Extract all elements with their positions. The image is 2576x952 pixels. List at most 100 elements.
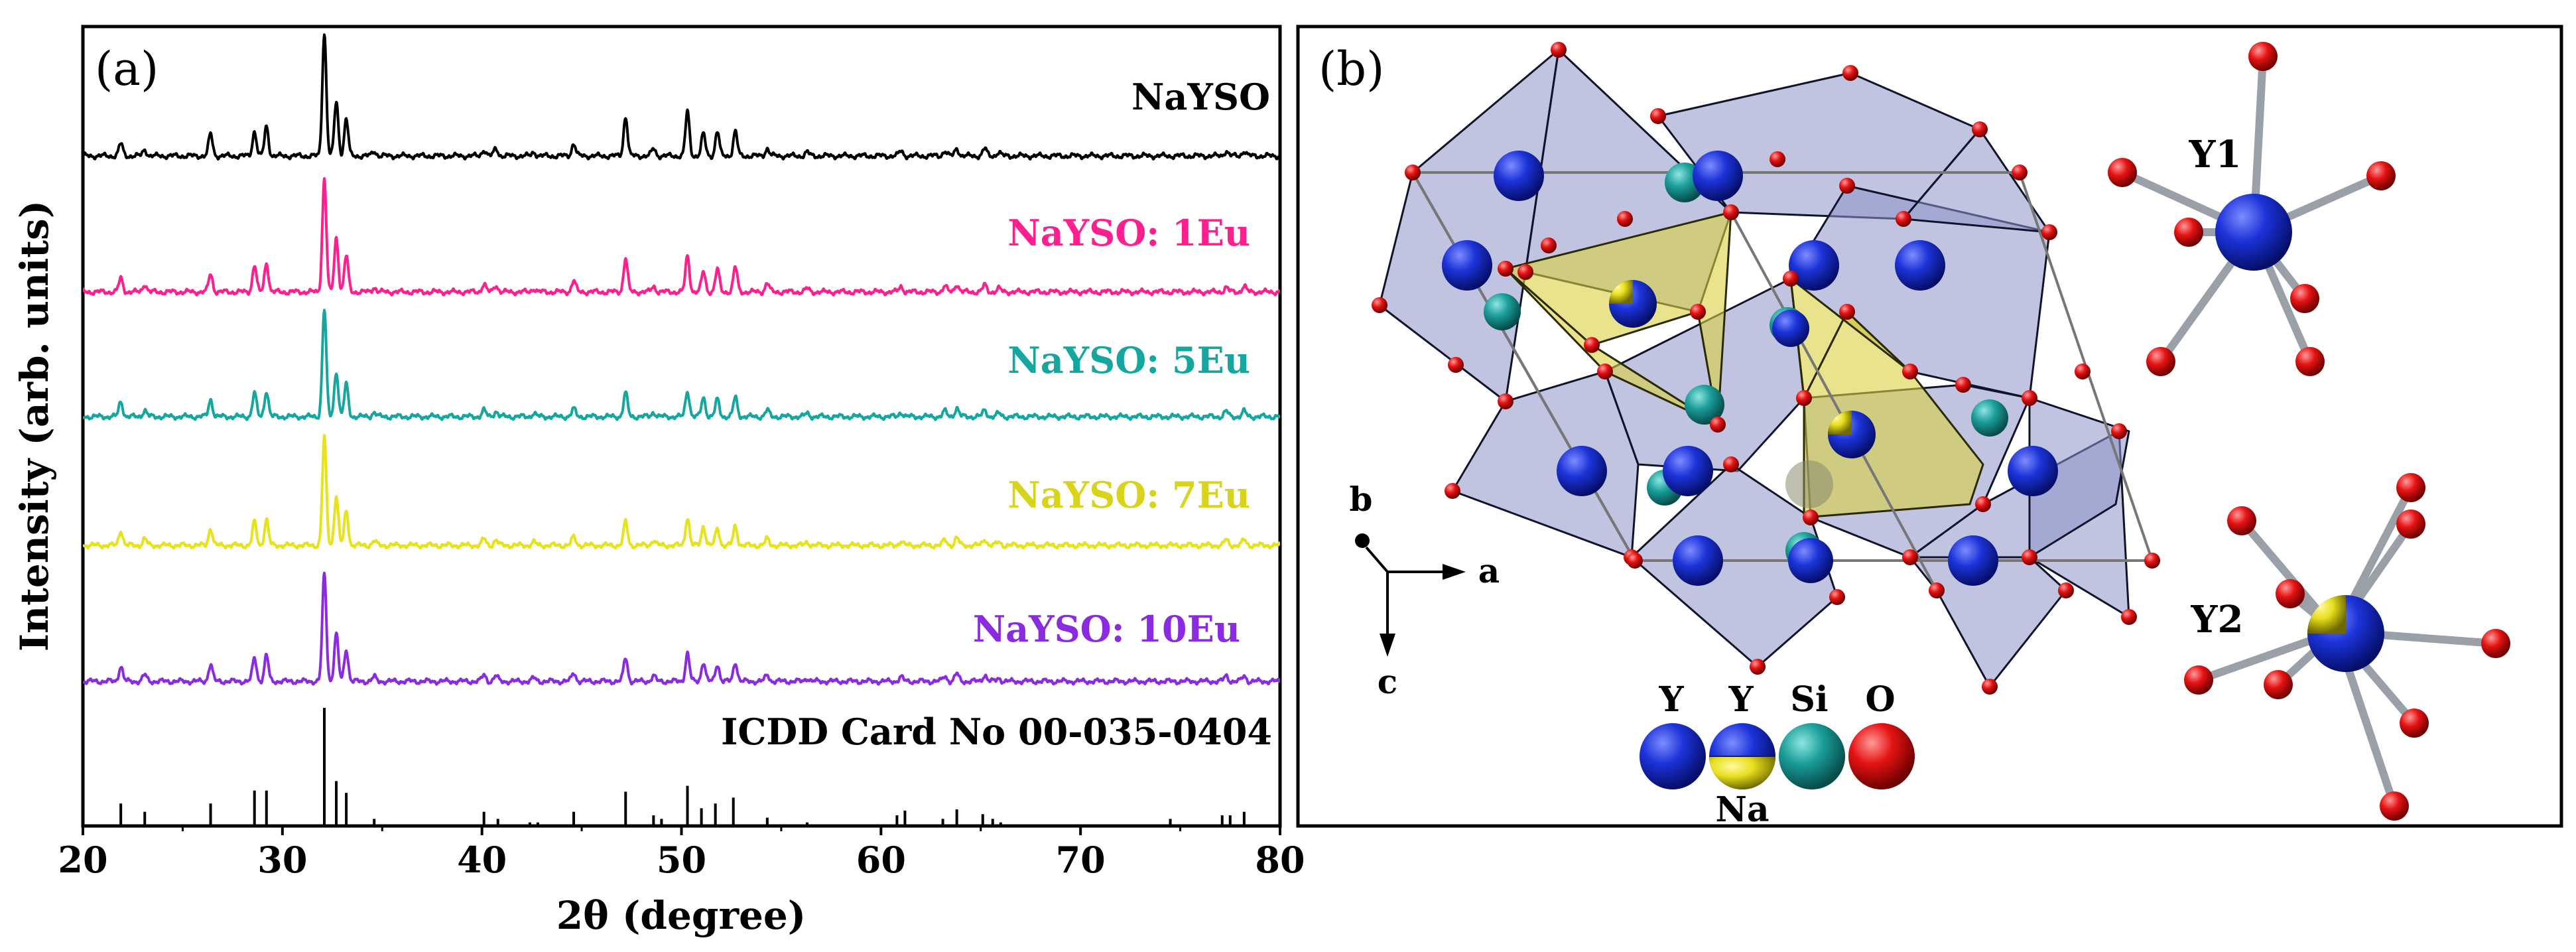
o-atom — [1627, 553, 1643, 569]
x-axis-label: 2θ (degree) — [556, 893, 806, 938]
o-atom — [1584, 337, 1600, 353]
o-atom — [1372, 297, 1387, 313]
o-atom — [1498, 261, 1513, 277]
o-atom — [1710, 417, 1726, 433]
legend-y-na-atom — [1709, 723, 1775, 789]
b-axis-head — [1355, 533, 1370, 548]
o-atom — [1690, 304, 1706, 320]
y2-center-atom — [2307, 595, 2384, 672]
o-atom — [1405, 165, 1421, 180]
legend-na-label: Na — [1715, 789, 1769, 830]
y-atom — [1788, 538, 1833, 583]
y-atom — [2008, 446, 2058, 496]
series-line-0 — [83, 33, 1280, 161]
series-label-5eu: NaYSO: 5Eu — [1007, 339, 1250, 381]
o-atom — [2012, 165, 2028, 180]
y2-label: Y2 — [2191, 598, 2244, 642]
y-atoms — [1442, 151, 2058, 586]
x-tick-label: 60 — [856, 839, 906, 881]
x-tick-label: 40 — [457, 839, 507, 881]
o-atom — [1982, 679, 1998, 695]
o-atom — [1617, 211, 1633, 227]
o-atom — [1650, 108, 1666, 124]
legend-y-label: Y — [1658, 679, 1684, 720]
legend-si-label: Si — [1790, 679, 1828, 720]
panel-a-label: (a) — [95, 42, 159, 96]
o-atom — [2111, 423, 2127, 439]
series-label-10eu: NaYSO: 10Eu — [973, 608, 1240, 650]
o-atom — [1839, 304, 1855, 320]
o-atom — [2075, 364, 2091, 379]
o-atom — [1597, 364, 1613, 379]
o-atom — [1498, 393, 1513, 409]
x-tick-label: 50 — [657, 839, 706, 881]
atom-legend: Y Y Si O Na — [1640, 679, 1915, 830]
series-line-1 — [83, 177, 1280, 297]
si-atom — [1484, 293, 1521, 330]
o-atom — [1929, 582, 1945, 598]
x-axis-ticks: 20 30 40 50 60 70 80 — [58, 826, 1305, 881]
o-atom — [2058, 582, 2074, 598]
si-atom — [1971, 399, 2008, 437]
o-atom — [1551, 42, 1567, 58]
series-line-3 — [83, 434, 1280, 550]
o-atom — [1972, 121, 1988, 137]
o-atom — [2144, 553, 2160, 569]
x-tick-label: 20 — [58, 839, 107, 881]
legend-o-atom — [1848, 723, 1915, 789]
y-atom — [1557, 446, 1607, 496]
crystal-structure — [1372, 42, 2160, 695]
o-atom — [1750, 659, 1766, 675]
y1-center-atom — [2215, 194, 2292, 271]
y-na-atom — [1828, 411, 1876, 458]
series-layer — [83, 33, 1280, 686]
plot-frame — [81, 25, 1282, 828]
panel-b-label: (b) — [1319, 42, 1384, 96]
series-line-2 — [83, 308, 1280, 421]
si-atom — [1685, 385, 1724, 425]
series-label-1eu: NaYSO: 1Eu — [1007, 212, 1250, 254]
o-atom — [1839, 178, 1855, 194]
o-atom — [2041, 224, 2057, 240]
series-label-7eu: NaYSO: 7Eu — [1007, 474, 1250, 516]
y-atom — [1948, 535, 1998, 586]
axes-compass: b a c — [1350, 480, 1500, 701]
a-axis-label: a — [1478, 551, 1500, 590]
series-line-4 — [83, 571, 1280, 686]
y-atom — [1693, 151, 1743, 201]
x-tick-label: 70 — [1056, 839, 1106, 881]
o-atom — [1902, 364, 1918, 379]
y-atom — [1789, 240, 1839, 291]
legend-y-na-top-label: Y — [1728, 679, 1754, 720]
o-atom — [1829, 589, 1845, 605]
o-atom — [1955, 377, 1971, 393]
panel-a: (a) 20 30 40 50 60 70 80 NaYSO NaYSO: 1Eu NaYS… — [12, 25, 1305, 938]
reference-label: ICDD Card No 00-035-0404 — [721, 711, 1272, 753]
y-atom — [1673, 535, 1723, 586]
o-atom — [1445, 483, 1460, 499]
series-label-nayso: NaYSO — [1131, 76, 1270, 118]
y-axis-label: Intensity (arb. units) — [12, 200, 57, 651]
o-atom — [2022, 390, 2037, 406]
x-tick-label: 80 — [1255, 839, 1305, 881]
o-atom — [1803, 510, 1819, 525]
y-atom — [1442, 240, 1492, 291]
y1-site: Y1 — [2108, 42, 2396, 376]
y-na-atom-shadow — [1785, 460, 1833, 508]
y-atom — [1663, 446, 1713, 496]
o-atom — [1842, 65, 1858, 81]
o-atoms — [1372, 42, 2160, 695]
o-atom — [1902, 549, 1918, 565]
o-atom — [1975, 496, 1991, 512]
y1-label: Y1 — [2189, 133, 2242, 176]
legend-y-atom — [1640, 723, 1706, 789]
panel-b: (b) — [1296, 25, 2563, 830]
o-atom — [1896, 211, 1911, 227]
o-atom — [1723, 204, 1739, 220]
o-atom — [1541, 238, 1557, 253]
o-atom — [2121, 609, 2137, 625]
reference-lines — [119, 708, 1246, 826]
o-atom — [1796, 390, 1812, 406]
y-atom — [1895, 240, 1945, 291]
